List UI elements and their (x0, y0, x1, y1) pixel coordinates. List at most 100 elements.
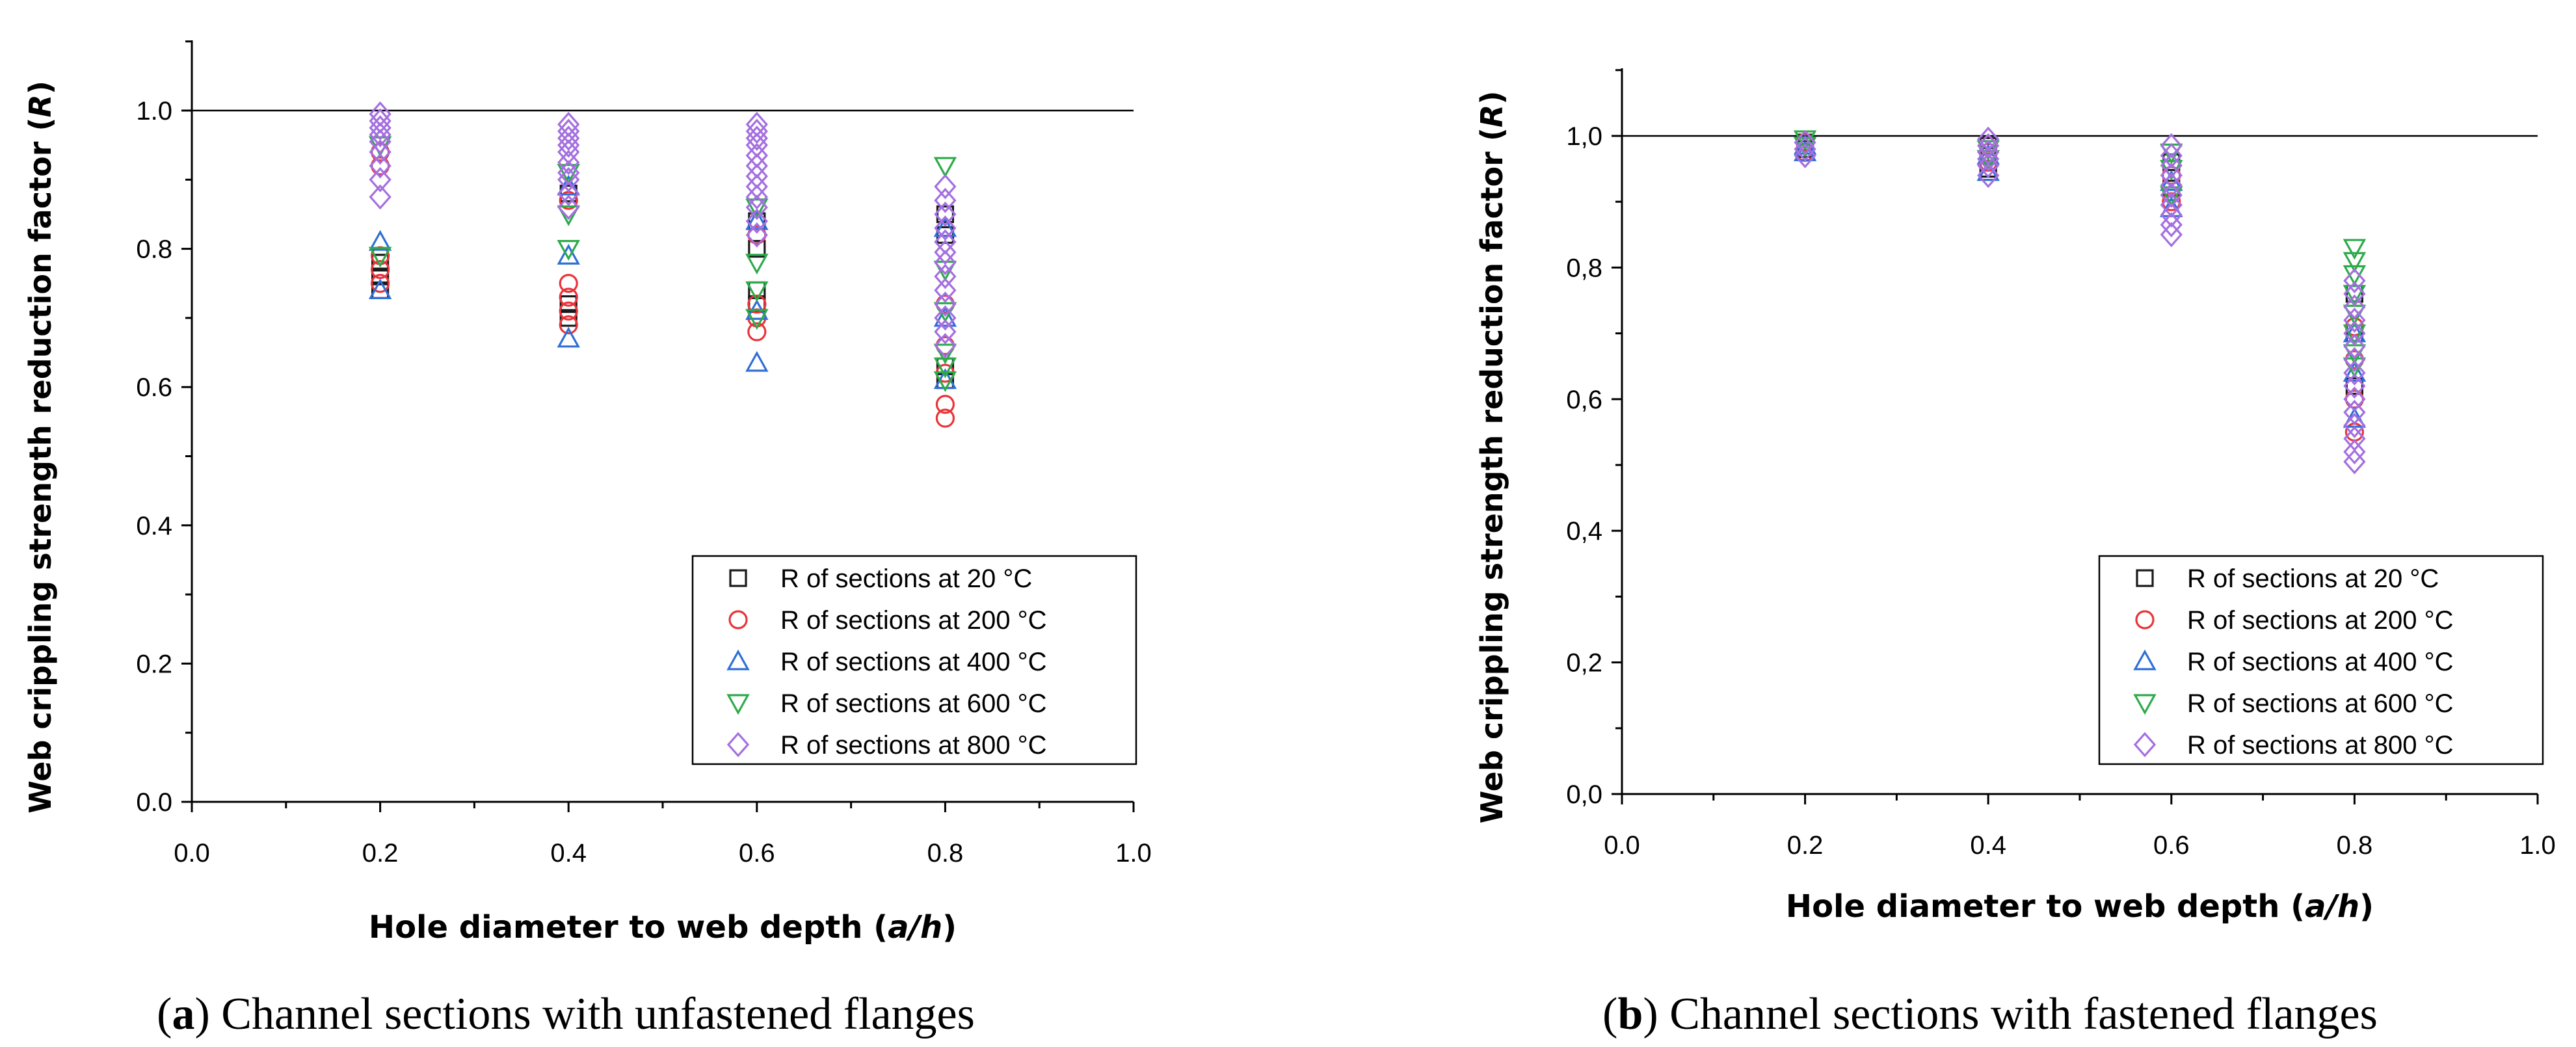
chart-a-x-axis-label: Hole diameter to web depth (a/h) (369, 909, 957, 946)
chart-a-data-point (745, 309, 769, 330)
chart-a-y-tick-label: 1.0 (136, 97, 172, 126)
chart-b-x-tick-label: 0.2 (1787, 831, 1824, 860)
chart-b-data-point (2343, 449, 2366, 475)
chart-a-data-point (369, 101, 392, 127)
chart-a-legend-label: R of sections at 20 °C (780, 564, 1032, 593)
chart-a-data-point (747, 322, 767, 341)
chart-b-data-point (2160, 192, 2183, 218)
chart-a-y-axis-label-part: R (23, 94, 58, 117)
chart-b-data-point (2343, 334, 2366, 360)
chart-a-data-point (745, 194, 768, 220)
chart-a-data-point (934, 263, 957, 289)
chart-a-data-point (557, 243, 580, 265)
chart-a-legend-marker (726, 649, 750, 670)
chart-b-x-tick-label: 1.0 (2519, 831, 2556, 860)
chart-b-data-point (2160, 142, 2183, 168)
chart-a-data-point (557, 126, 580, 151)
chart-b-data-point (1977, 126, 2000, 152)
caption-b-text: ) Channel sections with fastened flanges (1643, 989, 2377, 1039)
chart-a-data-point (557, 205, 580, 226)
chart-a-data-point (745, 198, 769, 220)
chart-a-y-axis-label-part: Web crippling strength reduction factor … (23, 118, 58, 814)
chart-a-data-point (745, 163, 768, 189)
chart-b-x-axis-label-part: ) (2359, 888, 2374, 925)
chart-b-data-point (2343, 281, 2366, 307)
chart-a-y-axis-label-part: ) (23, 81, 58, 94)
chart-b-series-3 (1793, 130, 2367, 378)
caption-a-letter: a (172, 989, 194, 1039)
chart-a-y-tick-label: 0.2 (136, 650, 172, 678)
chart-a-data-point (369, 153, 392, 179)
chart-a-data-point (933, 357, 957, 378)
chart-b-y-tick-label: 0,6 (1566, 386, 1602, 414)
chart-b-data-point (2343, 325, 2367, 345)
chart-b-legend-label: R of sections at 600 °C (2187, 689, 2454, 718)
chart-b-y-axis-label-part: R (1474, 105, 1509, 127)
chart-a-data-point (370, 259, 390, 280)
chart-b-data-point (2160, 212, 2183, 238)
chart-a-data-point (933, 157, 957, 178)
chart-a-legend-marker (729, 569, 747, 587)
chart-b-legend-label: R of sections at 400 °C (2187, 648, 2454, 676)
chart-a-data-point (936, 205, 955, 224)
chart-a-data-point (934, 277, 957, 303)
chart-a-data-point (745, 174, 768, 200)
chart-a-data-point (934, 319, 957, 345)
chart-b-y-axis-label: Web crippling strength reduction factor … (1474, 91, 1509, 824)
chart-b-data-point (2160, 182, 2183, 208)
chart-b-legend-marker (2133, 649, 2157, 670)
chart-a-x-axis-label-part: a/h (888, 909, 942, 946)
caption-b: (b) Channel sections with fastened flang… (1602, 989, 2378, 1039)
chart-b-data-point (2343, 439, 2366, 465)
chart-a-data-point (934, 333, 957, 358)
chart-a-data-point (557, 160, 580, 186)
chart-a-data-point (934, 305, 957, 331)
chart-b-data-point (2343, 347, 2366, 373)
chart-a-x-axis-label-part: ) (942, 909, 957, 946)
chart-a-x-tick-label: 0.6 (739, 839, 775, 868)
chart-b-data-point (2160, 222, 2183, 248)
chart-a-data-point (557, 181, 580, 206)
chart-b-series-4 (1794, 126, 2366, 475)
chart-a-data-point (934, 239, 957, 265)
chart-a-series-3 (368, 136, 957, 392)
chart-a-series-2 (368, 174, 957, 390)
chart-a-y-tick-label: 0.0 (136, 788, 172, 817)
chart-a-data-point (559, 287, 578, 307)
chart-a-data-point (745, 153, 768, 179)
chart-b-legend: R of sections at 20 °C R of sections at 2… (2098, 555, 2544, 765)
chart-a-x-tick-label: 0.0 (174, 839, 210, 868)
chart-a-data-point (934, 187, 957, 213)
chart-b-data-point (2160, 133, 2183, 159)
chart-a-legend-marker (728, 610, 748, 630)
caption-b-letter: b (1617, 989, 1643, 1039)
chart-b-data-point (2343, 426, 2366, 451)
chart-a-legend-label: R of sections at 800 °C (780, 731, 1047, 760)
chart-b-data-point (1794, 129, 1816, 155)
chart-a-legend-marker (726, 732, 750, 758)
chart-panel-b: 0.0 0.2 0.4 0.6 0.8 1.0 0,0 0,2 0,4 0,6 0,8 1,0 Web … (1474, 68, 2556, 925)
chart-a-data-point (747, 295, 767, 314)
chart-b-data-point (2343, 360, 2366, 386)
chart-a-data-point (745, 184, 768, 210)
chart-a-data-point (748, 240, 766, 258)
chart-b-data-point (2343, 321, 2366, 347)
chart-a-data-point (369, 139, 392, 165)
chart-b-data-point (2343, 386, 2366, 412)
chart-b-legend-label: R of sections at 200 °C (2187, 606, 2454, 635)
chart-b-x-tick-label: 0.4 (1970, 831, 2006, 860)
chart-a-axes: 0.0 0.2 0.4 0.6 0.8 1.0 0.0 0.2 0.4 0.6 0.8 1.0 Web … (23, 40, 1152, 946)
chart-b-legend-marker (2135, 610, 2155, 630)
chart-b-data-point (2343, 361, 2367, 382)
caption-a-text: ) Channel sections with unfastened flang… (194, 989, 974, 1039)
chart-panel-a: 0.0 0.2 0.4 0.6 0.8 1.0 0.0 0.2 0.4 0.6 0.8 1.0 Web … (23, 40, 1152, 946)
chart-a-x-axis-label-part: Hole diameter to web depth ( (369, 909, 888, 946)
chart-b-data-point (2343, 373, 2366, 399)
chart-b-data-point (2160, 202, 2183, 228)
chart-a-series-1 (370, 142, 955, 428)
chart-b-y-tick-label: 0,0 (1566, 780, 1602, 809)
chart-b-legend-label: R of sections at 800 °C (2187, 731, 2454, 760)
chart-b-legend-label: R of sections at 20 °C (2187, 564, 2439, 593)
chart-b-data-point (2160, 172, 2183, 198)
chart-a-data-point (934, 250, 957, 276)
